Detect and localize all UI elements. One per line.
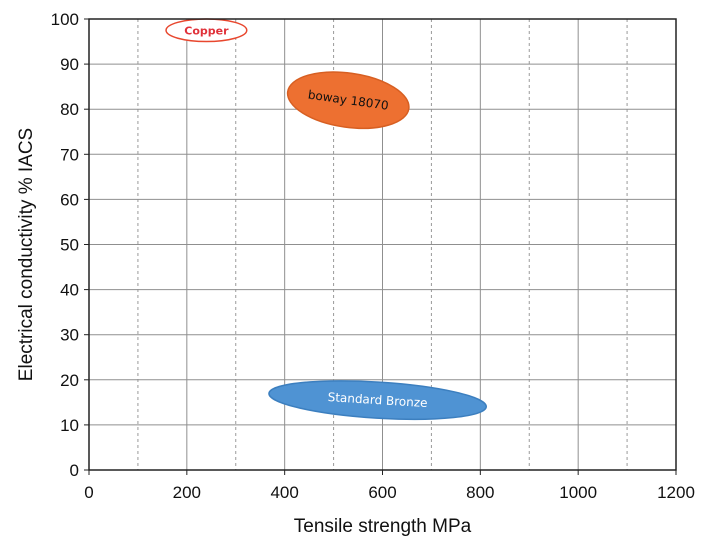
x-tick-label: 200 [173,483,201,502]
x-tick-label: 0 [84,483,93,502]
y-axis-title: Electrical conductivity % IACS [16,128,37,381]
x-tick-label: 400 [270,483,298,502]
y-tick-label: 30 [60,326,79,345]
x-tick-label: 1000 [559,483,597,502]
y-tick-label: 50 [60,236,79,255]
y-tick-label: 100 [51,10,79,29]
y-tick-label: 10 [60,416,79,435]
y-tick-label: 0 [70,461,79,480]
region-label: Standard Bronze [327,390,428,410]
region-label: Copper [184,24,229,37]
region-standard-bronze: Standard Bronze [268,380,488,421]
region-boway-18070: boway 18070 [286,71,410,130]
y-tick-label: 20 [60,371,79,390]
y-tick-label: 60 [60,190,79,209]
y-tick-label: 40 [60,281,79,300]
ticks [84,18,677,475]
tick-labels: 0 200 400 600 800 1000 1200 0 10 20 30 40 50 60 70 80 90… [51,10,695,502]
region-ellipse [286,71,410,130]
x-axis-title: Tensile strength MPa [294,516,472,537]
x-tick-label: 1200 [657,483,695,502]
x-tick-label: 800 [466,483,494,502]
region-copper: Copper [165,18,248,43]
y-tick-label: 70 [60,145,79,164]
regions: Copper boway 18070 Standard Bronze [165,18,488,421]
x-tick-label: 600 [368,483,396,502]
y-tick-label: 90 [60,55,79,74]
region-ellipse [268,380,488,421]
y-tick-label: 80 [60,100,79,119]
